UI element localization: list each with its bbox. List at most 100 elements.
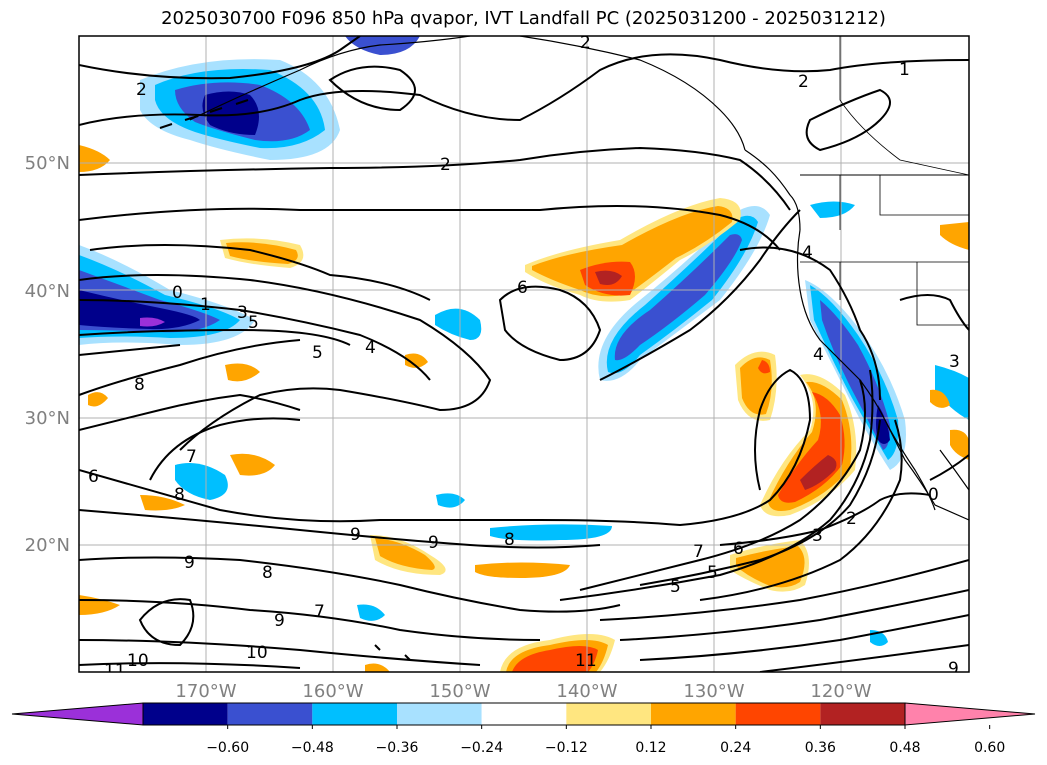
contour-label: 2: [846, 509, 857, 529]
contour-label: 8: [504, 530, 515, 550]
longitude-label: 130°W: [683, 681, 744, 702]
contour-label: 6: [517, 278, 528, 298]
colorbar: −0.60 −0.48 −0.36 −0.24 −0.12 0.12 0.24 0.36 0.4…: [11, 702, 1036, 756]
colorbar-segment: [820, 703, 905, 725]
anomaly-positive: [140, 495, 185, 511]
anomaly-positive: [79, 145, 110, 172]
anomaly-negative: [935, 365, 969, 420]
colorbar-frame: [142, 702, 906, 726]
contour-label: 2: [440, 155, 451, 175]
plot-frame: [78, 35, 970, 673]
contour-line: [759, 644, 969, 672]
contour-line: [805, 88, 891, 152]
contour-line: [599, 209, 801, 381]
anomaly-positive: [940, 222, 969, 250]
contour-label: 8: [262, 563, 273, 583]
ivt-contours: [79, 36, 969, 672]
colorbar-segment: [312, 703, 397, 725]
anomaly-negative: [810, 201, 855, 218]
contour-label: 4: [802, 243, 813, 263]
contour-label: 3: [949, 352, 960, 372]
colorbar-segment: [651, 703, 736, 725]
latitude-label: 50°N: [25, 153, 70, 174]
latitude-label: 20°N: [25, 535, 70, 556]
anomaly-negative: [490, 524, 612, 541]
contour-line: [328, 65, 416, 112]
colorbar-tick-label: 0.60: [974, 740, 1005, 756]
anomaly-positive: [405, 353, 428, 368]
contour-label: 5: [707, 563, 718, 583]
contour-labels: 2 1 2 2 0 1 3 5 4 6 5 4 8 6 8 7 9 8 9 9 …: [88, 33, 960, 681]
anomaly-positive: [225, 363, 260, 382]
anomaly-positive: [230, 453, 275, 476]
aleutian-islands: [159, 99, 249, 129]
anomaly-positive: [512, 646, 598, 672]
contour-line: [79, 662, 301, 669]
anomaly-positive: [758, 360, 770, 374]
contour-line: [79, 299, 431, 381]
contour-label: 9: [948, 659, 959, 679]
alaska-coast: [519, 36, 746, 151]
colorbar-tick-label: 0.36: [805, 740, 836, 756]
anomaly-positive: [930, 389, 950, 408]
anomaly-positive: [736, 546, 805, 588]
contour-label: 7: [314, 602, 325, 622]
bc-coast: [744, 149, 801, 231]
longitude-axis: 170°W 160°W 150°W 140°W 130°W 120°W: [175, 681, 871, 702]
contour-label: 10: [246, 643, 268, 663]
mainland-coast: [939, 449, 969, 491]
anomaly-positive: [88, 392, 108, 407]
contour-line: [719, 492, 931, 546]
contour-line: [619, 589, 969, 641]
contour-line: [79, 509, 601, 549]
contour-line: [599, 559, 969, 621]
colorbar-segment: [481, 703, 567, 725]
anomaly-negative: [357, 604, 385, 621]
contour-label: 0: [172, 283, 183, 303]
contour-line: [79, 344, 181, 356]
anomaly-negative: [202, 91, 259, 135]
colorbar-tick-label: −0.36: [376, 740, 419, 756]
map-plot: 2 1 2 2 0 1 3 5 4 6 5 4 8 6 8 7 9 8 9 9 …: [79, 33, 969, 681]
contour-label: 9: [350, 525, 361, 545]
state-border: [800, 175, 969, 326]
contour-line: [739, 246, 881, 401]
contour-label: 4: [813, 345, 824, 365]
latitude-label: 30°N: [25, 408, 70, 429]
contour-line: [579, 379, 866, 591]
longitude-label: 120°W: [810, 681, 871, 702]
colorbar-extend-min: [11, 702, 144, 726]
contour-label: 8: [174, 485, 185, 505]
contour-label: 2: [798, 72, 809, 92]
anomaly-positive: [475, 562, 570, 578]
colorbar-segment: [397, 703, 482, 725]
contour-line: [498, 285, 602, 362]
colorbar-tick-label: −0.24: [460, 740, 503, 756]
latitude-axis: 50°N 40°N 30°N 20°N: [25, 153, 70, 556]
contour-line: [699, 419, 903, 601]
contour-line: [79, 556, 621, 613]
colorbar-tick-label: 0.12: [635, 740, 666, 756]
contour-label: 1: [899, 60, 910, 80]
colorbar-tick-label: −0.48: [291, 740, 334, 756]
contour-label: 6: [88, 467, 99, 487]
colorbar-tick-label: −0.60: [206, 740, 249, 756]
canada-border: [839, 36, 969, 176]
contour-label: 11: [104, 661, 126, 681]
anomaly-negative: [614, 234, 742, 361]
contour-label: 6: [733, 539, 744, 559]
map-title: 2025030700 F096 850 hPa qvapor, IVT Land…: [161, 8, 886, 29]
contour-label: 5: [248, 313, 259, 333]
colorbar-segment: [735, 703, 821, 725]
contour-label: 2: [580, 33, 591, 53]
anomaly-negative: [175, 462, 228, 500]
contour-label: 8: [134, 375, 145, 395]
longitude-label: 170°W: [175, 681, 236, 702]
contour-label: 9: [274, 611, 285, 631]
coastlines: [159, 36, 969, 661]
colorbar-tick-label: −0.12: [545, 740, 588, 756]
anomaly-positive: [950, 429, 969, 460]
contour-line: [79, 368, 812, 527]
contour-line: [79, 53, 969, 126]
